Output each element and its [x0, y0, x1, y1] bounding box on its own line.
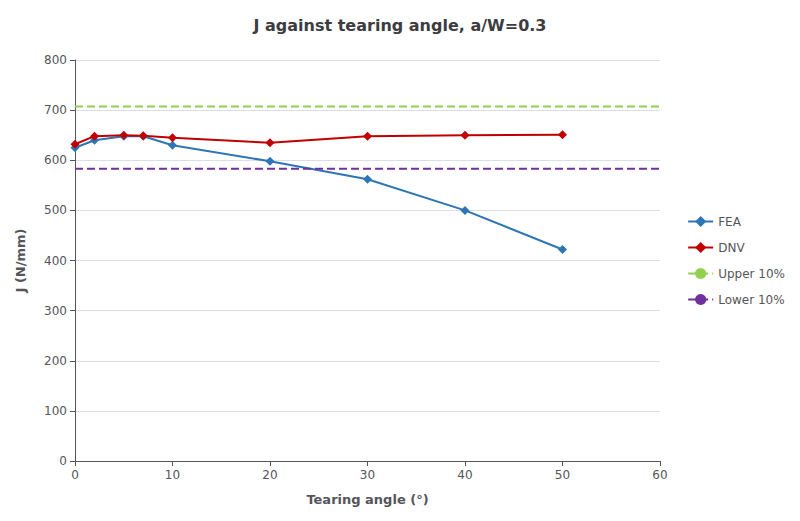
svg-text:Upper 10%: Upper 10%	[718, 267, 785, 281]
svg-text:200: 200	[44, 354, 67, 368]
svg-text:J against tearing angle, a/W=0: J against tearing angle, a/W=0.3	[253, 16, 547, 35]
svg-text:400: 400	[44, 254, 67, 268]
svg-text:DNV: DNV	[718, 241, 745, 255]
svg-text:10: 10	[165, 468, 180, 482]
svg-text:Tearing angle (°): Tearing angle (°)	[306, 492, 428, 507]
svg-text:30: 30	[360, 468, 375, 482]
svg-text:300: 300	[44, 304, 67, 318]
svg-text:0: 0	[59, 454, 67, 468]
svg-text:800: 800	[44, 53, 67, 67]
svg-text:0: 0	[71, 468, 79, 482]
svg-text:Lower 10%: Lower 10%	[718, 293, 784, 307]
svg-text:40: 40	[457, 468, 472, 482]
svg-text:600: 600	[44, 153, 67, 167]
svg-text:20: 20	[262, 468, 277, 482]
svg-text:J (N/mm): J (N/mm)	[13, 229, 28, 294]
svg-text:60: 60	[652, 468, 667, 482]
svg-text:100: 100	[44, 404, 67, 418]
svg-text:FEA: FEA	[718, 215, 741, 229]
svg-text:500: 500	[44, 203, 67, 217]
svg-text:50: 50	[555, 468, 570, 482]
svg-text:700: 700	[44, 103, 67, 117]
